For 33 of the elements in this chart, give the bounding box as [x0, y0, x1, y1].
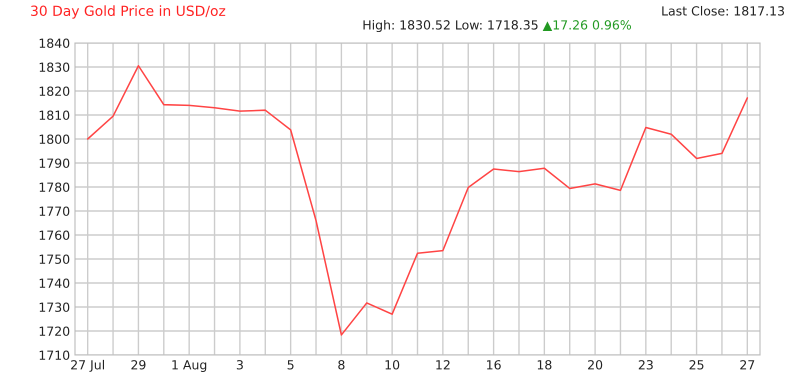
y-tick-label: 1810	[40, 110, 70, 120]
y-tick-label: 1750	[40, 254, 70, 264]
line-series	[86, 64, 748, 336]
x-tick-label: 29	[131, 360, 146, 370]
y-tick-label: 1820	[40, 86, 70, 96]
y-tick-label: 1720	[40, 326, 70, 336]
x-tick-label: 1 Aug	[172, 360, 206, 372]
y-tick-label: 1770	[40, 206, 70, 216]
y-tick-label: 1830	[40, 62, 70, 72]
y-tick-label: 1780	[40, 182, 70, 192]
x-tick-label: 27	[740, 360, 754, 370]
x-tick-label: 18	[538, 360, 552, 370]
y-tick-label: 1710	[40, 350, 70, 360]
y-tick-label: 1840	[40, 38, 70, 48]
chart-title: 30 Day Gold Price in USD/oz	[31, 5, 226, 19]
text: ▲17.26 0.96%	[542, 20, 632, 31]
x-tick-label: 10	[386, 360, 400, 370]
text: Last Close: 1817.13	[662, 6, 784, 16]
y-tick-label: 1730	[40, 302, 70, 312]
x-tick-label: 20	[588, 360, 602, 370]
y-tick-label: 1740	[40, 278, 70, 288]
x-tick-label: 12	[436, 360, 450, 370]
x-tick-label: 23	[638, 360, 653, 370]
y-tick-label: 1760	[40, 230, 70, 240]
y-tick-label: 1800	[40, 134, 70, 144]
x-tick-label: 5	[288, 360, 294, 370]
x-tick-label: 27 Jul	[71, 360, 104, 372]
x-tick-label: 25	[690, 360, 704, 370]
y-tick-label: 1790	[40, 158, 70, 168]
text: High: 1830.52 Low: 1718.35	[363, 20, 538, 32]
x-tick-label: 16	[487, 360, 501, 370]
x-tick-label: 8	[338, 360, 345, 370]
x-tick-label: 3	[236, 360, 243, 370]
